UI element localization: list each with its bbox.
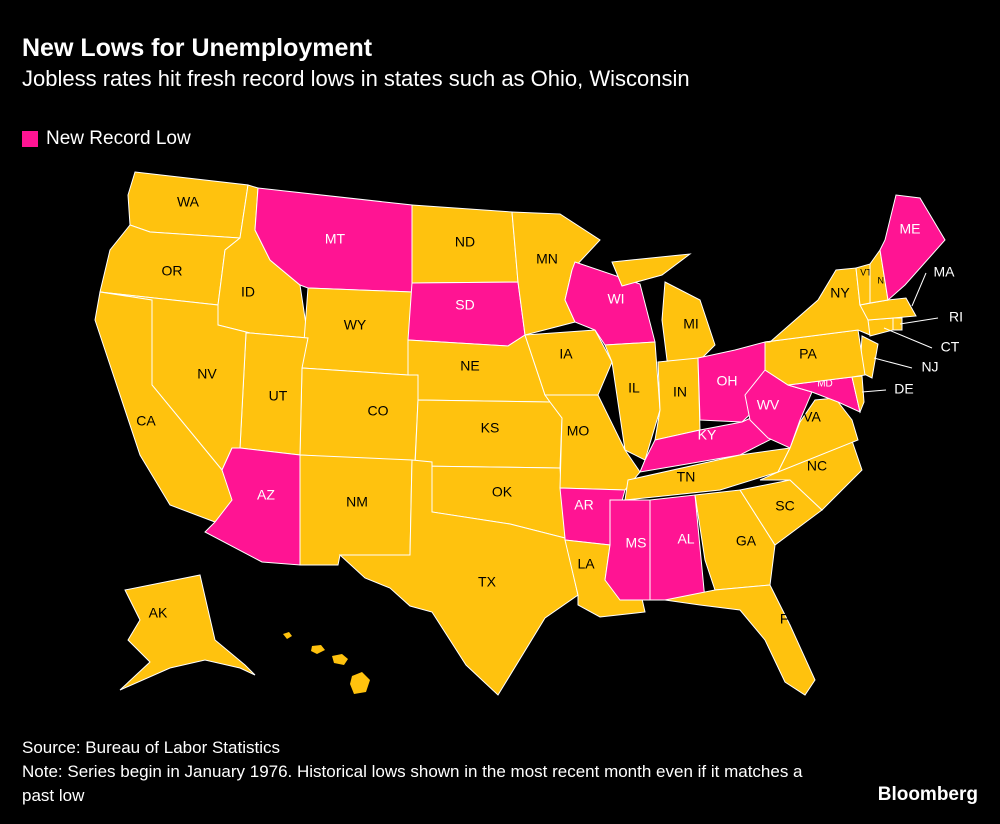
state-label: OH bbox=[717, 373, 738, 389]
legend-label: New Record Low bbox=[46, 128, 191, 149]
source: Source: Bureau of Labor Statistics bbox=[22, 738, 280, 757]
state-shape bbox=[867, 317, 894, 337]
legend-swatch bbox=[22, 131, 38, 147]
state-label: WY bbox=[344, 317, 367, 333]
state-label: NE bbox=[460, 358, 479, 374]
map: WA OR ID MT WY ND SD NE CO UT NV CA AZ NM KS OK TX MN IA MO… bbox=[94, 171, 963, 696]
state-label: OR bbox=[162, 263, 183, 279]
state-label: CA bbox=[136, 413, 156, 429]
state-label: IN bbox=[673, 384, 687, 400]
state-label: NY bbox=[830, 285, 850, 301]
state-label: AK bbox=[149, 605, 168, 621]
leader-line bbox=[899, 317, 939, 325]
state-label: MD bbox=[817, 379, 833, 390]
state-label: WI bbox=[607, 291, 624, 307]
logo: Bloomberg bbox=[877, 784, 978, 805]
state-label: ME bbox=[900, 221, 921, 237]
state-shape bbox=[338, 459, 579, 696]
state-label: ID bbox=[241, 284, 255, 300]
state-label: SD bbox=[455, 297, 474, 313]
state-shape bbox=[776, 397, 859, 473]
state-shape bbox=[407, 281, 526, 347]
state-label: MT bbox=[325, 231, 346, 247]
hawaii-shape bbox=[283, 632, 370, 694]
state-label: IA bbox=[559, 346, 573, 362]
state-label: TN bbox=[677, 469, 696, 485]
state-label: NJ bbox=[921, 359, 938, 375]
state-shape bbox=[299, 367, 419, 463]
state-label: ND bbox=[455, 234, 475, 250]
state-label: VA bbox=[803, 409, 821, 425]
state-label: AR bbox=[574, 497, 593, 513]
leader-line bbox=[883, 327, 933, 349]
note: Note: Series begin in January 1976. Hist… bbox=[22, 762, 803, 805]
state-shape bbox=[892, 317, 903, 331]
state-label: WA bbox=[177, 194, 200, 210]
state-label: IL bbox=[628, 380, 640, 396]
state-shape bbox=[879, 194, 946, 301]
state-label: NC bbox=[807, 458, 827, 474]
state-label: NH bbox=[878, 275, 891, 285]
state-shape bbox=[299, 454, 413, 566]
state-label: LA bbox=[577, 556, 595, 572]
state-label: RI bbox=[949, 309, 963, 325]
leader-line bbox=[873, 357, 913, 369]
state-label: NV bbox=[197, 366, 217, 382]
state-label: KS bbox=[481, 420, 500, 436]
state-shape bbox=[119, 574, 256, 691]
state-label: MS bbox=[626, 535, 647, 551]
state-shape bbox=[649, 494, 706, 601]
state-label: CO bbox=[368, 403, 389, 419]
subtitle: Jobless rates hit fresh record lows in s… bbox=[22, 66, 690, 91]
leader-line bbox=[861, 389, 887, 393]
hawaii bbox=[283, 632, 370, 694]
state-label: VT bbox=[860, 267, 872, 277]
state-label: OK bbox=[492, 484, 513, 500]
state-label: WV bbox=[757, 397, 780, 413]
state-label: TX bbox=[478, 574, 497, 590]
state-label: MO bbox=[567, 423, 590, 439]
legend: New Record Low bbox=[22, 128, 191, 150]
state-label: MN bbox=[536, 251, 558, 267]
state-label: SC bbox=[775, 498, 794, 514]
state-label: MI bbox=[683, 316, 699, 332]
state-label: DE bbox=[894, 381, 913, 397]
leader-line bbox=[911, 272, 927, 307]
state-shape bbox=[664, 584, 816, 696]
state-label: KY bbox=[698, 427, 717, 443]
state-label: MA bbox=[934, 264, 956, 280]
state-label: AZ bbox=[257, 487, 275, 503]
state-label: AL bbox=[677, 531, 694, 547]
state-label: FL bbox=[780, 611, 797, 627]
state-label: NM bbox=[346, 494, 368, 510]
state-label: CT bbox=[941, 339, 960, 355]
state-label: UT bbox=[269, 388, 288, 404]
state-label: PA bbox=[799, 346, 817, 362]
state-shape bbox=[524, 329, 613, 396]
title: New Lows for Unemployment bbox=[22, 34, 373, 62]
state-label: GA bbox=[736, 533, 757, 549]
